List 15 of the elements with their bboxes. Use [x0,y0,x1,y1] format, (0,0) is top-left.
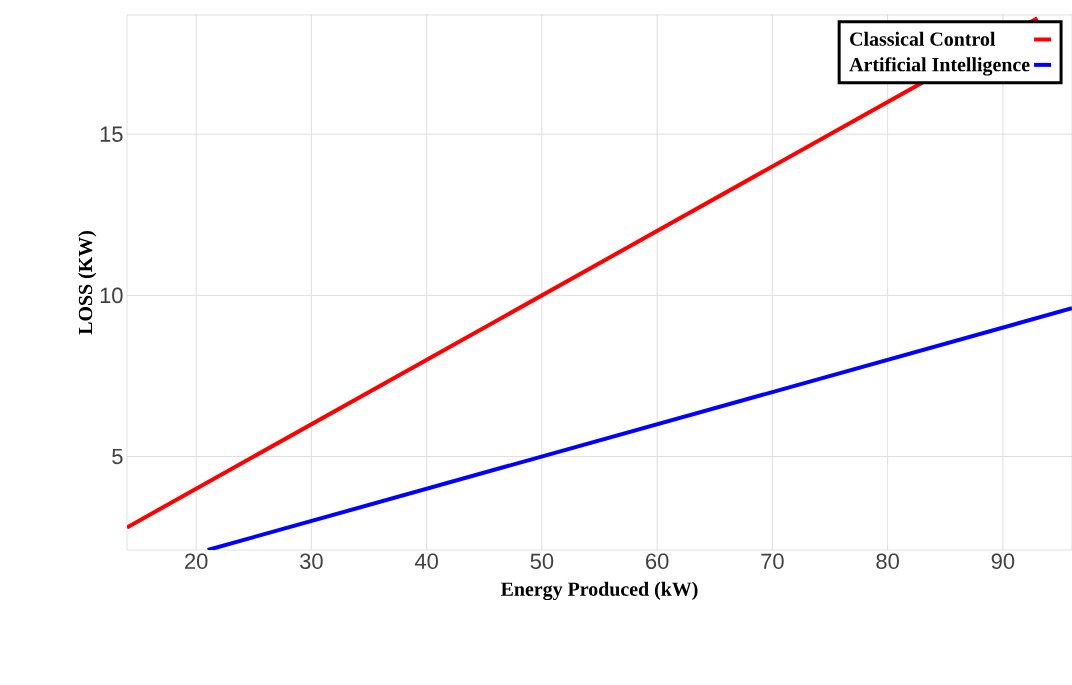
x-tick-label: 20 [185,553,208,570]
legend-label: Artificial Intelligence [849,57,1030,76]
y-axis-title: LOSS (KW) [78,231,97,335]
y-tick-label: 10 [100,287,123,304]
y-tick-label: 5 [112,448,123,465]
x-tick-label: 90 [991,553,1015,570]
legend-label: Classical Control [850,31,996,46]
x-tick-label: 70 [761,553,784,570]
x-tick-label: 30 [300,553,323,570]
x-tick-label: 60 [646,553,669,570]
x-tick-label: 40 [414,553,438,570]
x-tick-label: 50 [530,553,554,570]
x-tick-label: 80 [876,553,899,570]
y-tick-label: 15 [100,126,123,142]
x-axis-title: Energy Produced (kW) [500,581,698,601]
